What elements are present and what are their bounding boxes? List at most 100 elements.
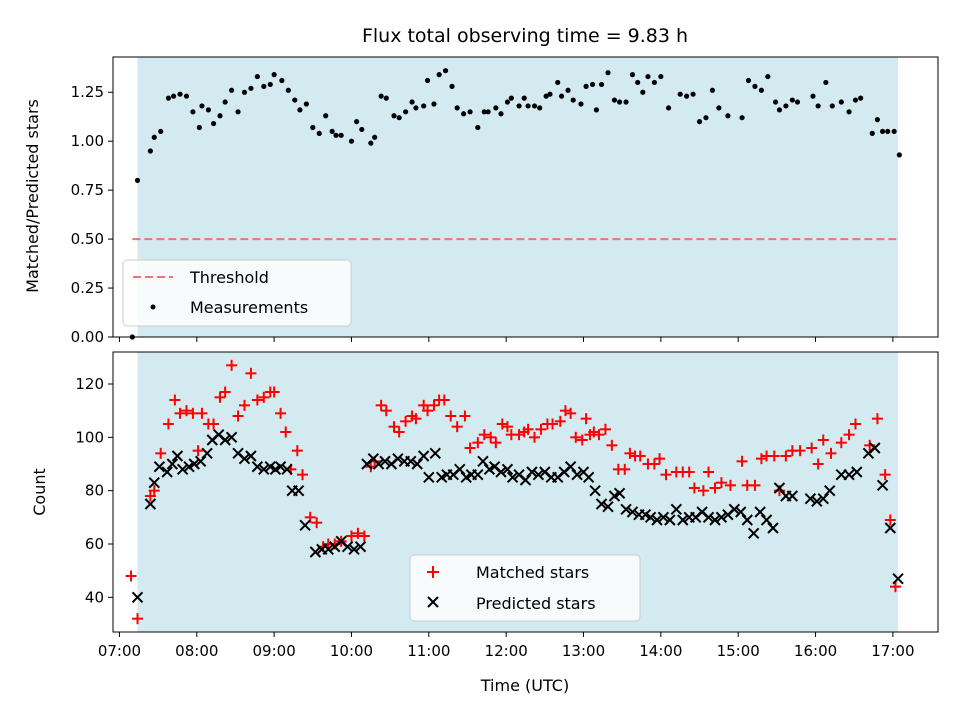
y-tick-label: 100 <box>75 428 104 446</box>
y-tick-label: 1.00 <box>71 132 104 150</box>
measurement-point <box>611 97 618 103</box>
measurement-point <box>391 113 397 119</box>
predicted-star-point <box>651 514 663 526</box>
legend-threshold-label: Threshold <box>189 268 269 287</box>
matched-star-point <box>238 399 250 411</box>
measurement-point <box>783 103 789 109</box>
measurement-point <box>147 148 153 154</box>
matched-star-point <box>806 442 818 454</box>
measurement-point <box>333 132 339 138</box>
measurement-point <box>190 109 196 115</box>
predicted-star-point <box>292 484 305 497</box>
y-tick-label: 0.50 <box>71 230 104 248</box>
measurement-point <box>570 97 576 103</box>
matched-star-point <box>794 445 806 457</box>
predicted-star-point <box>843 468 855 481</box>
predicted-star-point <box>348 543 360 556</box>
measurement-point <box>285 87 291 93</box>
matched-star-point <box>501 421 513 433</box>
measurement-point <box>665 105 672 111</box>
predicted-star-point <box>354 540 367 553</box>
predicted-star-point <box>626 506 639 518</box>
matched-star-point <box>345 530 357 542</box>
matched-star-point <box>275 407 287 419</box>
measurement-point <box>531 103 538 109</box>
predicted-star-point <box>299 519 311 532</box>
measurement-point <box>758 87 764 93</box>
predicted-star-point <box>166 458 179 470</box>
measurement-point <box>254 73 260 80</box>
predicted-star-point <box>728 503 741 516</box>
top-y-ticks: 0.00 0.25 0.50 0.75 1.00 1.25 <box>71 83 113 346</box>
measurement-point <box>752 83 758 89</box>
matched-star-point <box>599 423 611 435</box>
measurement-point <box>151 134 157 140</box>
predicted-star-point <box>754 506 766 518</box>
matched-star-point <box>478 429 490 441</box>
y-tick-label: 40 <box>85 588 104 606</box>
legend-measurements-swatch <box>150 304 156 310</box>
x-tick-label: 17:00 <box>871 642 914 660</box>
matched-star-point <box>884 514 896 526</box>
matched-star-point <box>375 399 387 411</box>
measurement-points <box>129 68 902 340</box>
predicted-star-point <box>709 514 721 526</box>
x-tick-label: 11:00 <box>407 642 450 660</box>
measurement-point <box>485 109 491 115</box>
measurement-point <box>310 124 316 131</box>
matched-star-point <box>125 570 137 582</box>
matched-star-point <box>780 450 792 462</box>
x-tick-label: 09:00 <box>253 642 296 660</box>
matched-star-point <box>155 447 167 459</box>
measurement-point <box>558 93 565 99</box>
matched-star-point <box>428 399 440 411</box>
measurement-point <box>228 87 235 93</box>
measurement-point <box>359 126 365 133</box>
measurement-point <box>658 73 664 80</box>
measurement-point <box>241 89 248 95</box>
measurement-point <box>823 79 829 86</box>
predicted-star-point <box>602 500 614 513</box>
x-tick-label: 08:00 <box>175 642 218 660</box>
measurement-point <box>810 93 816 99</box>
predicted-star-point <box>171 450 184 462</box>
matched-star-point <box>871 413 883 425</box>
measurement-point <box>421 103 427 109</box>
measurement-point <box>690 91 696 97</box>
matched-star-point <box>388 421 400 433</box>
matched-star-point <box>709 482 721 494</box>
x-tick-label: 12:00 <box>485 642 528 660</box>
measurement-point <box>403 109 409 115</box>
predicted-star-point <box>677 514 689 526</box>
matched-star-point <box>214 391 226 403</box>
measurement-point <box>165 95 172 101</box>
measurement-point <box>891 128 897 135</box>
predicted-star-point <box>892 572 904 585</box>
bottom-y-axis-label: Count <box>30 468 49 516</box>
matched-star-point <box>251 394 263 406</box>
matched-star-point <box>825 447 837 459</box>
bottom-y-ticks: 40 60 80 100 120 <box>75 375 113 606</box>
matched-star-point <box>749 479 761 491</box>
measurement-point <box>776 107 783 113</box>
measurement-point <box>196 124 202 131</box>
matched-star-point <box>565 407 577 419</box>
matched-star-point <box>648 458 660 470</box>
top-axes-frame <box>112 56 939 338</box>
predicted-star-point <box>519 474 532 486</box>
measurement-point <box>794 99 801 105</box>
matched-star-point <box>422 405 434 417</box>
top-x-ticks <box>118 337 894 342</box>
predicted-star-point <box>670 503 683 516</box>
measurement-point <box>651 79 658 86</box>
matched-star-point <box>580 413 592 425</box>
measurement-point <box>617 99 623 105</box>
matched-star-point <box>654 453 666 465</box>
predicted-star-point <box>804 492 817 505</box>
top-panel: 0.00 0.25 0.50 0.75 1.00 1.25 Flux total obse… <box>23 25 939 346</box>
matched-star-point <box>879 469 891 481</box>
matched-star-point <box>688 482 700 494</box>
measurement-point <box>684 93 690 99</box>
measurement-point <box>372 134 378 140</box>
